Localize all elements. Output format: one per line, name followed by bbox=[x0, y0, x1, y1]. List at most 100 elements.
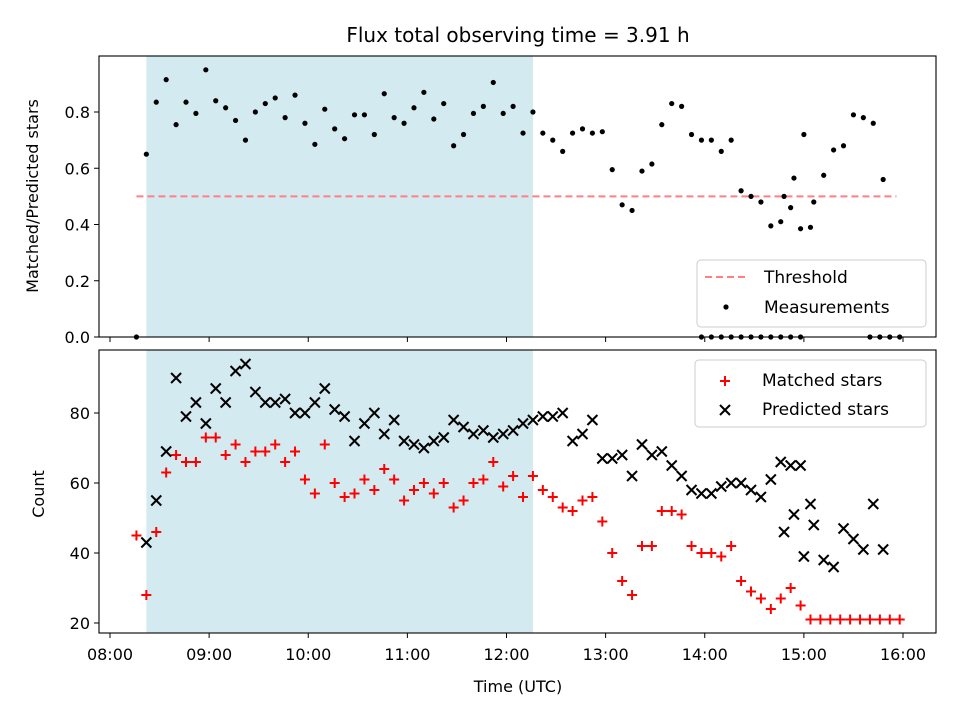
matched-star-point bbox=[864, 614, 875, 625]
matched-star-point bbox=[498, 481, 509, 492]
matched-star-point bbox=[349, 488, 360, 499]
predicted-star-point bbox=[798, 550, 810, 563]
measurement-point bbox=[312, 141, 318, 147]
matched-star-point bbox=[190, 457, 201, 467]
bottom-shaded-region bbox=[146, 350, 533, 633]
bottom-series bbox=[131, 358, 905, 625]
measurement-point bbox=[579, 126, 586, 132]
predicted-star-point bbox=[547, 410, 559, 423]
matched-star-point bbox=[656, 506, 667, 516]
matched-star-point bbox=[518, 492, 529, 502]
predicted-star-point bbox=[616, 449, 628, 461]
predicted-star-point bbox=[705, 487, 718, 500]
measurement-point bbox=[821, 172, 827, 178]
bottom-y-tick-label: 60 bbox=[70, 474, 90, 493]
matched-star-point bbox=[775, 593, 786, 604]
matched-star-point bbox=[527, 471, 538, 481]
measurement-point bbox=[500, 110, 506, 117]
matched-star-point bbox=[617, 576, 628, 586]
predicted-star-point bbox=[527, 414, 539, 426]
measurement-point bbox=[203, 67, 209, 73]
matched-star-point bbox=[200, 432, 211, 443]
predicted-star-point bbox=[160, 445, 172, 458]
measurement-point bbox=[163, 77, 169, 83]
measurement-point bbox=[431, 116, 437, 122]
predicted-star-point bbox=[289, 407, 301, 419]
measurement-point bbox=[811, 199, 817, 205]
matched-star-point bbox=[438, 478, 449, 488]
measurement-point bbox=[322, 106, 328, 112]
top-panel: 0.00.20.40.60.8 Matched/Predicted stars … bbox=[23, 55, 937, 347]
bottom-y-axis-label: Count bbox=[29, 470, 48, 518]
matched-star-point bbox=[746, 586, 757, 597]
measurement-point bbox=[441, 100, 447, 107]
measurement-point bbox=[480, 103, 486, 109]
matched-star-point bbox=[537, 485, 548, 495]
predicted-star-point bbox=[788, 508, 800, 521]
predicted-star-point bbox=[150, 494, 162, 507]
matched-star-point bbox=[805, 614, 816, 625]
bottom-panel: 20 40 60 80 08:00 09:00 10:00 11:00 12:00 13:00 14… bbox=[29, 349, 937, 696]
legend-measurements-label: Measurements bbox=[764, 298, 890, 318]
predicted-star-point bbox=[388, 414, 400, 426]
matched-star-point bbox=[309, 488, 320, 499]
measurement-point bbox=[599, 129, 605, 135]
matched-star-point bbox=[379, 464, 390, 474]
matched-star-point bbox=[696, 548, 707, 558]
matched-star-point bbox=[319, 439, 330, 450]
predicted-star-point bbox=[398, 435, 410, 447]
predicted-star-point bbox=[497, 428, 509, 440]
measurement-point bbox=[252, 109, 258, 115]
matched-star-point bbox=[408, 485, 419, 495]
predicted-star-point bbox=[556, 407, 569, 419]
measurement-point bbox=[619, 202, 625, 208]
measurement-point bbox=[381, 91, 387, 97]
predicted-star-point bbox=[827, 561, 840, 573]
predicted-star-point bbox=[447, 414, 460, 426]
measurement-point bbox=[391, 115, 397, 121]
predicted-star-point bbox=[675, 470, 688, 482]
predicted-star-point bbox=[695, 487, 708, 500]
x-tick-label: 08:00 bbox=[87, 645, 133, 664]
measurement-point bbox=[560, 148, 566, 154]
measurement-point bbox=[292, 92, 298, 98]
x-tick-label: 15:00 bbox=[781, 645, 827, 664]
legend-matched-label: Matched stars bbox=[762, 371, 882, 391]
legend-predicted-label: Predicted stars bbox=[762, 400, 889, 420]
predicted-star-point bbox=[259, 396, 272, 409]
predicted-star-point bbox=[487, 431, 499, 444]
measurement-point bbox=[738, 188, 744, 194]
measurement-point bbox=[550, 137, 556, 143]
matched-star-point bbox=[795, 600, 806, 611]
predicted-star-point bbox=[745, 484, 757, 496]
predicted-star-point bbox=[428, 435, 440, 447]
matched-star-point bbox=[180, 457, 191, 467]
measurement-point bbox=[748, 193, 754, 199]
matched-star-point bbox=[627, 590, 638, 600]
x-tick-label: 11:00 bbox=[384, 645, 430, 664]
measurement-point bbox=[698, 137, 705, 143]
matched-star-point bbox=[428, 488, 439, 499]
matched-star-point bbox=[280, 457, 291, 467]
legend-measurements-swatch bbox=[723, 304, 729, 310]
matched-star-point bbox=[874, 614, 885, 625]
predicted-star-point bbox=[477, 424, 490, 437]
top-y-tick-label: 0.0 bbox=[65, 328, 90, 347]
measurement-point bbox=[797, 226, 804, 232]
predicted-star-point bbox=[338, 410, 351, 423]
predicted-star-point bbox=[656, 445, 668, 458]
matched-star-point bbox=[230, 439, 241, 450]
measurement-point bbox=[460, 131, 467, 138]
top-y-tick-label: 0.6 bbox=[65, 159, 90, 178]
measurement-point bbox=[679, 103, 685, 109]
measurement-point bbox=[589, 130, 596, 136]
legend-matched-swatch bbox=[720, 376, 730, 386]
predicted-star-point bbox=[170, 372, 182, 384]
measurement-point bbox=[332, 126, 338, 132]
matched-star-point bbox=[765, 604, 776, 614]
x-tick-label: 12:00 bbox=[483, 645, 529, 664]
predicted-star-point bbox=[784, 459, 797, 472]
measurement-point bbox=[569, 130, 576, 136]
matched-star-point bbox=[587, 492, 598, 502]
measurement-point bbox=[688, 131, 695, 138]
